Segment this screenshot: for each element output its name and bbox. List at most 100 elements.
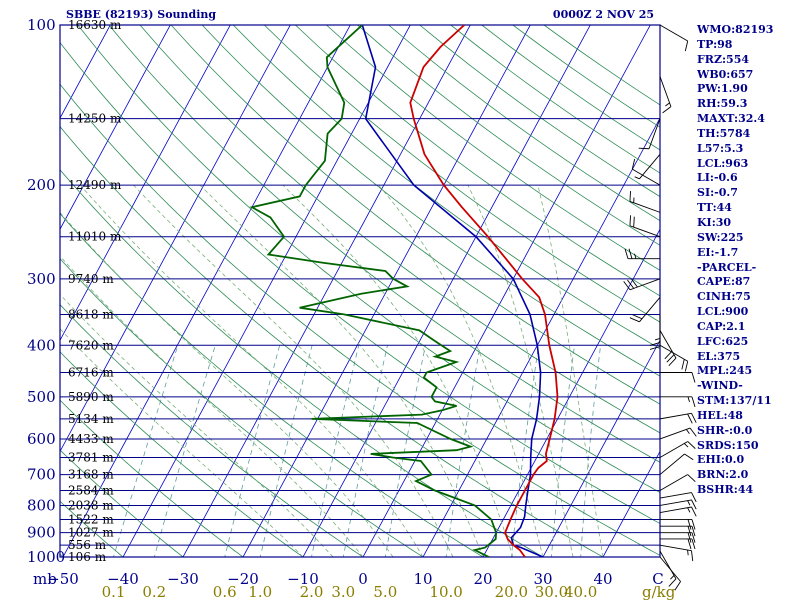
dry-adiabat: [60, 125, 604, 557]
height-label: 1027 m: [68, 526, 114, 540]
wind-barb-flag: [691, 532, 696, 543]
wind-barb-flag: [691, 499, 697, 510]
wind-barb-flag: [623, 281, 631, 291]
wind-barb-flag: [687, 526, 692, 537]
parcel-trace: [361, 25, 544, 557]
dry-adiabat: [77, 25, 660, 493]
isotherm-line: [422, 117, 660, 557]
wind-barb: [629, 190, 661, 213]
mixing-ratio-tick-label: 20.0: [495, 583, 528, 600]
wind-barbs: [623, 24, 697, 591]
wind-barb-shaft: [659, 544, 692, 552]
index-row: LFC:625: [697, 334, 749, 348]
index-row: CINH:75: [697, 290, 751, 304]
wind-barb-flag: [629, 215, 631, 226]
pressure-tick-label: 600: [27, 430, 56, 448]
wind-barb-flag: [687, 549, 689, 556]
wind-barb: [659, 344, 689, 372]
mixing-ratio-line: [113, 345, 179, 557]
index-row: LI:-0.6: [697, 171, 738, 185]
dry-adiabat: [295, 25, 660, 297]
dry-adiabat: [264, 25, 660, 323]
index-row: FRZ:554: [697, 52, 750, 66]
wind-barb: [629, 297, 661, 323]
wind-barb-shaft: [648, 118, 661, 149]
isotherm-line: [122, 25, 411, 557]
pressure-tick-label: 200: [27, 176, 56, 194]
wind-barb-flag: [674, 581, 681, 591]
dry-adiabat: [170, 25, 660, 405]
index-row: SRDS:150: [697, 438, 759, 452]
wind-barb-flag: [691, 492, 697, 503]
pressure-tick-label: 300: [27, 270, 56, 288]
mixing-ratio-tick-label: 5.0: [373, 583, 397, 600]
mixing-ratio-unit-label: g/kg: [642, 583, 676, 600]
wind-barb: [659, 506, 697, 517]
wind-barb: [659, 499, 697, 510]
mixing-ratio-line: [342, 345, 388, 557]
wind-barb-flag: [691, 372, 696, 383]
mixing-ratio-tick-label: 30.0: [535, 583, 568, 600]
wind-barb: [659, 76, 672, 114]
temperature-tick-label: 40: [593, 570, 612, 588]
wind-barb-flag: [638, 147, 650, 150]
wind-barb-flag: [691, 396, 696, 407]
index-row: EL:375: [697, 349, 741, 363]
index-row: SI:-0.7: [697, 186, 738, 200]
isobar-lines: [59, 24, 661, 558]
mixing-ratio-tick-label: 0.6: [213, 583, 237, 600]
wind-barb: [631, 158, 661, 186]
mixing-ratio-line: [550, 345, 575, 557]
wind-barb-shaft: [629, 225, 661, 238]
wind-barb-flag: [665, 102, 670, 107]
wind-barb-flag: [691, 526, 696, 537]
temperature-trace: [409, 25, 559, 557]
mixing-ratio-tick-label: 0.1: [102, 583, 126, 600]
wind-barb-flag: [664, 350, 673, 360]
index-row: TP:98: [697, 37, 733, 51]
wind-barb-shaft: [659, 441, 688, 458]
moist-adiabat: [80, 184, 424, 557]
temperature-tick-label: −20: [227, 570, 259, 588]
wind-barb-flag: [687, 538, 692, 550]
pressure-tick-label: 500: [27, 388, 56, 406]
mixing-ratio-line: [259, 345, 313, 557]
index-row: BSHR:44: [697, 483, 754, 497]
index-row: TH:5784: [697, 126, 751, 140]
chart-title: SBBE (82193) Sounding: [66, 8, 216, 21]
index-row: -WIND-: [697, 379, 743, 393]
wind-barb-flag: [649, 346, 661, 350]
wind-barb: [634, 154, 661, 180]
wind-barb-shaft: [629, 278, 661, 291]
mixing-ratio-tick-label: 10.0: [429, 583, 462, 600]
wind-barb-flag: [691, 506, 697, 517]
wind-barb-flag: [654, 338, 661, 341]
pressure-tick-label: 900: [27, 524, 56, 542]
wind-barb-flag: [687, 500, 691, 506]
height-label: 1522 m: [68, 512, 114, 526]
height-label: 9740 m: [68, 272, 114, 286]
chart-datetime: 0000Z 2 NOV 25: [553, 8, 654, 21]
wind-barb: [659, 550, 677, 587]
height-label: 3168 m: [68, 468, 114, 482]
isotherm-line: [0, 13, 57, 568]
wind-barb: [660, 519, 696, 530]
wind-barb-flag: [687, 532, 692, 543]
plot-frame: [59, 24, 661, 558]
wind-barb-flag: [685, 429, 690, 434]
height-label: 14250 m: [68, 112, 122, 126]
wind-barb-shaft: [629, 200, 661, 213]
wind-barb-shaft: [659, 330, 677, 359]
temperature-tick-label: −30: [167, 570, 199, 588]
dry-adiabat: [60, 449, 184, 557]
wind-barb-shaft: [659, 499, 692, 506]
wind-barb: [649, 314, 661, 350]
dry-adiabat: [60, 351, 304, 557]
index-row: HEL:48: [697, 408, 743, 422]
isotherm-line: [60, 25, 231, 342]
pressure-unit-label: mb: [33, 570, 57, 588]
wind-barb: [659, 24, 689, 52]
wind-barb-flag: [627, 279, 635, 289]
axis-labels: 16630 m 14250 m 12490 m 11010 m 9740 m 8618 m…: [27, 16, 676, 600]
